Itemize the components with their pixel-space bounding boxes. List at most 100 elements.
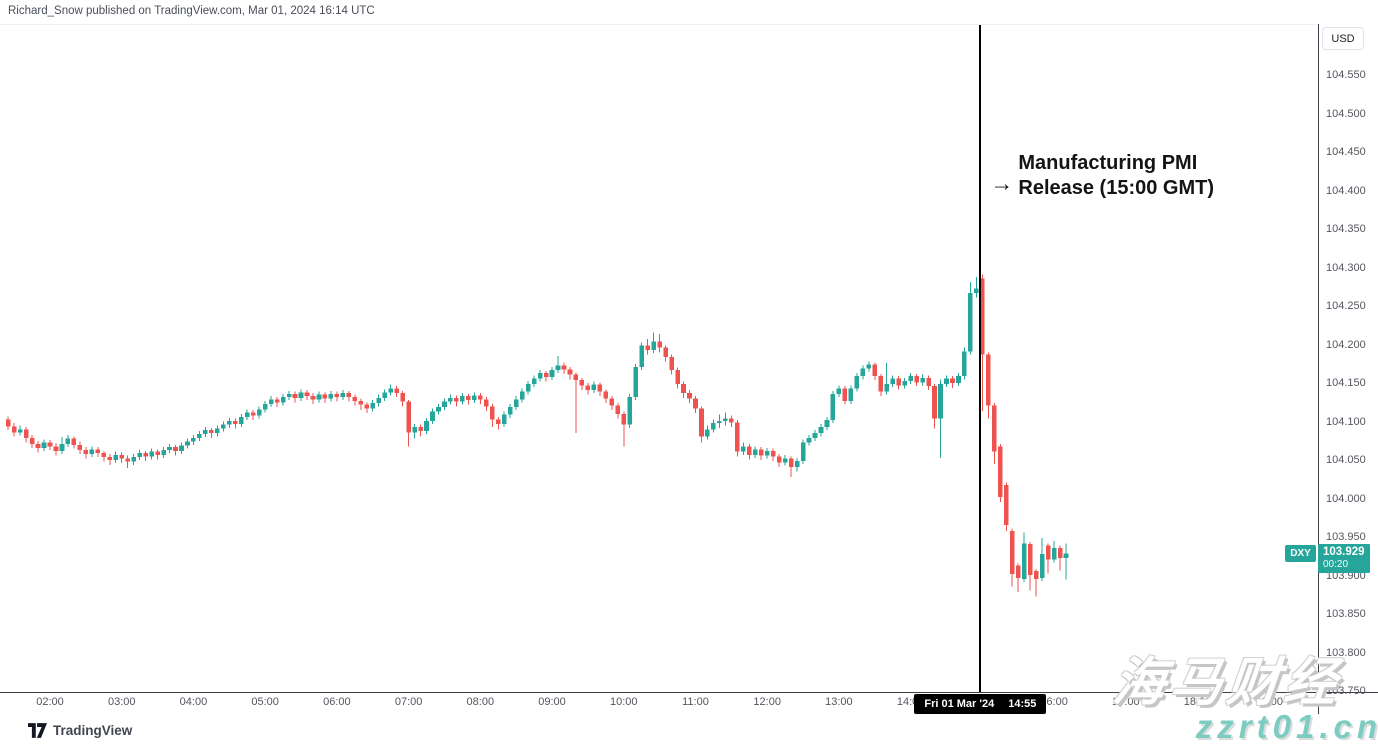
candle xyxy=(352,397,358,401)
candle xyxy=(890,378,896,384)
candle xyxy=(495,419,501,424)
candle xyxy=(507,407,513,415)
candle xyxy=(920,377,925,383)
candle xyxy=(221,424,226,429)
candle xyxy=(1057,547,1063,558)
candle xyxy=(980,278,985,355)
time-tick-label: 11:00 xyxy=(682,696,709,708)
time-axis-separator xyxy=(0,692,1378,693)
candle xyxy=(818,427,824,434)
tradingview-logo[interactable]: TradingView xyxy=(28,723,132,738)
candle xyxy=(597,384,603,392)
watermark-chinese-text: 海马财经 xyxy=(1110,654,1345,712)
candle xyxy=(717,420,722,424)
candle xyxy=(489,406,495,420)
candle xyxy=(227,420,232,425)
candle xyxy=(962,351,967,377)
price-tick-label: 104.300 xyxy=(1326,261,1366,274)
candle xyxy=(794,460,800,468)
candle xyxy=(340,393,346,398)
candle xyxy=(185,441,190,446)
candle xyxy=(693,398,698,409)
candle xyxy=(472,395,477,401)
candle xyxy=(376,397,382,404)
candle xyxy=(543,373,549,377)
price-axis-separator xyxy=(1318,24,1319,714)
last-price-value: 103.929 xyxy=(1323,546,1365,559)
candle xyxy=(669,356,674,371)
candle xyxy=(1051,547,1057,560)
candle xyxy=(752,449,758,455)
price-tick-label: 103.950 xyxy=(1326,531,1366,544)
candle xyxy=(830,393,836,421)
candle xyxy=(466,396,471,401)
time-tick-label: 02:00 xyxy=(36,696,64,708)
candle xyxy=(47,442,53,447)
price-tick-label: 104.100 xyxy=(1326,415,1366,428)
candle xyxy=(1063,553,1069,558)
candle xyxy=(424,420,429,431)
price-tick-label: 104.350 xyxy=(1326,223,1366,236)
time-tick-label: 03:00 xyxy=(107,696,136,708)
candle xyxy=(292,393,298,398)
candle xyxy=(723,418,728,421)
candle xyxy=(956,376,961,384)
candle xyxy=(944,378,949,384)
candle xyxy=(59,443,65,451)
candle xyxy=(131,457,136,462)
candle xyxy=(244,412,250,418)
time-tick-label: 13:00 xyxy=(825,696,853,708)
tradingview-logo-text: TradingView xyxy=(53,723,133,738)
candle xyxy=(585,385,591,391)
candle xyxy=(735,422,740,452)
time-tick-label: 18:00 xyxy=(1183,696,1212,708)
candle xyxy=(782,458,788,463)
candle xyxy=(579,380,585,386)
candle xyxy=(986,354,991,406)
candle xyxy=(1015,565,1021,579)
candle xyxy=(191,437,196,442)
candle xyxy=(806,437,812,443)
candle xyxy=(884,383,890,392)
candle xyxy=(711,423,716,430)
symbol-tag: DXY xyxy=(1285,545,1316,563)
candle xyxy=(11,426,17,433)
candle xyxy=(776,456,782,463)
annotation-line-1: Manufacturing PMI xyxy=(1018,152,1198,174)
candle xyxy=(997,446,1003,498)
candle xyxy=(256,409,262,416)
candle xyxy=(537,373,543,379)
arrow-right-icon: → xyxy=(990,170,1014,196)
candle xyxy=(298,392,304,398)
candle xyxy=(974,288,979,294)
candle xyxy=(400,393,405,402)
candle xyxy=(89,449,95,455)
candle xyxy=(41,442,47,448)
candle xyxy=(394,388,399,394)
candlestick-series xyxy=(5,274,1069,597)
candle xyxy=(573,374,579,381)
tradingview-logo-icon xyxy=(28,723,47,738)
time-tick-label: 05:00 xyxy=(251,696,279,708)
candle xyxy=(286,393,292,398)
candle xyxy=(53,446,59,451)
candle xyxy=(992,405,997,452)
candle xyxy=(215,428,220,434)
candle xyxy=(1009,531,1015,575)
candle xyxy=(896,378,901,386)
candle xyxy=(442,401,447,408)
candle xyxy=(334,393,340,398)
candle xyxy=(483,399,489,407)
candle xyxy=(836,388,842,394)
currency-button[interactable]: USD xyxy=(1322,27,1364,50)
price-tick-label: 104.500 xyxy=(1326,107,1366,120)
candle xyxy=(316,394,322,400)
candle xyxy=(137,453,142,458)
candle xyxy=(770,450,776,457)
time-tick-label: 08:00 xyxy=(466,696,495,708)
candle xyxy=(567,369,573,375)
candle xyxy=(663,347,668,357)
price-tick-label: 103.800 xyxy=(1326,646,1366,659)
time-tick-label: 06:00 xyxy=(323,696,351,708)
annotation-line-2: Release (15:00 GMT) xyxy=(1018,177,1215,199)
